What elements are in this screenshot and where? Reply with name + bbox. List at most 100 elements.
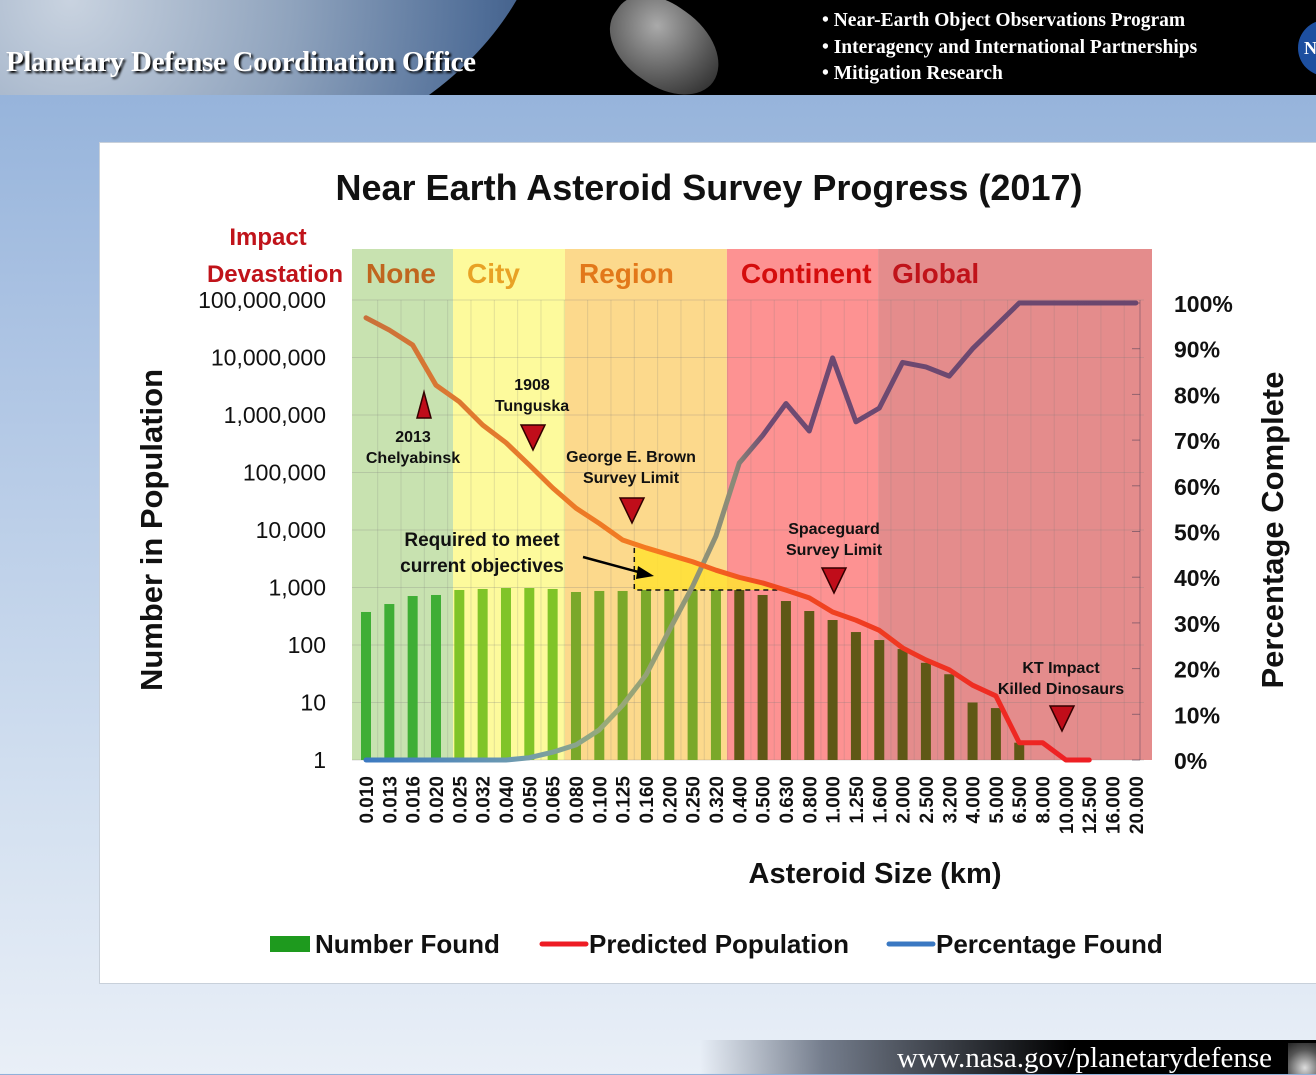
y2-tick-label: 40% — [1174, 565, 1220, 591]
y2-tick-label: 70% — [1174, 428, 1220, 454]
bar-number-found — [758, 595, 768, 760]
annotation-text: 1908 — [514, 377, 550, 394]
y2-tick-label: 0% — [1174, 748, 1207, 774]
x-tick-label: 0.032 — [474, 776, 495, 824]
x-tick-label: 1.000 — [824, 776, 845, 824]
x-tick-label: 4.000 — [964, 776, 985, 824]
legend-label: Number Found — [315, 929, 500, 959]
y-tick-label: 100,000 — [243, 460, 326, 486]
x-tick-label: 1.250 — [847, 776, 868, 824]
y2-tick-label: 60% — [1174, 474, 1220, 500]
y2-tick-label: 30% — [1174, 611, 1220, 637]
bar-number-found — [804, 611, 814, 760]
bar-number-found — [968, 703, 978, 761]
band-label-city: City — [467, 258, 520, 289]
x-tick-label: 0.010 — [357, 776, 378, 824]
annotation-text: Survey Limit — [786, 542, 883, 559]
x-tick-label: 12.500 — [1080, 776, 1101, 834]
x-tick-label: 3.200 — [940, 776, 961, 824]
x-tick-label: 8.000 — [1034, 776, 1055, 824]
impact-header-line1: Impact — [229, 224, 306, 251]
legend-label: Predicted Population — [589, 929, 849, 959]
bar-number-found — [524, 588, 534, 760]
y2-tick-label: 10% — [1174, 702, 1220, 728]
y-tick-label: 1,000 — [268, 575, 326, 601]
y-tick-label: 100,000,000 — [198, 287, 326, 313]
annotation-text: Spaceguard — [788, 521, 880, 538]
bar-number-found — [874, 640, 884, 760]
bar-number-found — [991, 708, 1001, 760]
x-tick-label: 0.200 — [660, 776, 681, 824]
bar-number-found — [431, 595, 441, 760]
impact-header-line2: Devastation — [207, 261, 343, 288]
bar-number-found — [781, 601, 791, 760]
y2-axis-label: Percentage Complete — [1255, 372, 1290, 689]
x-tick-label: 0.125 — [614, 776, 635, 824]
x-tick-label: 10.000 — [1057, 776, 1078, 834]
x-tick-label: 0.100 — [590, 776, 611, 824]
x-tick-label: 0.400 — [730, 776, 751, 824]
y-tick-label: 10,000 — [256, 517, 326, 543]
y-tick-label: 10 — [300, 690, 326, 716]
y-tick-label: 100 — [288, 632, 326, 658]
x-tick-label: 0.016 — [404, 776, 425, 824]
bar-number-found — [571, 592, 581, 760]
band-label-region: Region — [579, 258, 674, 289]
annotation-text: 2013 — [395, 429, 431, 446]
annotation-text: Killed Dinosaurs — [998, 681, 1124, 698]
bar-number-found — [711, 590, 721, 760]
footer-url[interactable]: www.nasa.gov/planetarydefense — [897, 1042, 1272, 1075]
annotation-text: KT Impact — [1022, 660, 1100, 677]
footer-thumbnail — [1288, 1043, 1316, 1074]
band-label-continent: Continent — [741, 258, 872, 289]
bar-number-found — [501, 588, 511, 760]
y2-tick-label: 20% — [1174, 657, 1220, 683]
y-tick-label: 10,000,000 — [211, 345, 326, 371]
x-tick-label: 0.160 — [637, 776, 658, 824]
x-tick-label: 0.320 — [707, 776, 728, 824]
legend-swatch-number-found — [270, 936, 310, 952]
bar-number-found — [664, 590, 674, 760]
x-tick-label: 0.630 — [777, 776, 798, 824]
y2-tick-label: 50% — [1174, 520, 1220, 546]
bar-number-found — [548, 589, 558, 760]
x-tick-label: 0.080 — [567, 776, 588, 824]
y-axis-label: Number in Population — [134, 369, 169, 691]
bar-number-found — [454, 590, 464, 760]
bar-number-found — [851, 632, 861, 760]
annotation-text: George E. Brown — [566, 449, 696, 466]
x-tick-label: 0.050 — [520, 776, 541, 824]
x-tick-label: 0.013 — [380, 776, 401, 824]
annotation-text: current objectives — [400, 556, 564, 577]
x-tick-label: 5.000 — [987, 776, 1008, 824]
x-axis-label: Asteroid Size (km) — [749, 858, 1002, 890]
bar-number-found — [734, 590, 744, 760]
x-tick-label: 0.500 — [754, 776, 775, 824]
bar-number-found — [384, 604, 394, 760]
bar-number-found — [688, 590, 698, 760]
y-tick-label: 1 — [313, 747, 326, 773]
annotation-text: Chelyabinsk — [366, 450, 460, 467]
bar-number-found — [618, 591, 628, 760]
bar-number-found — [1014, 743, 1024, 760]
x-tick-label: 1.600 — [870, 776, 891, 824]
y2-tick-label: 90% — [1174, 337, 1220, 363]
annotation-text: Survey Limit — [583, 470, 680, 487]
x-tick-label: 2.000 — [894, 776, 915, 824]
footer-bar: www.nasa.gov/planetarydefense — [700, 1040, 1316, 1074]
x-tick-label: 16.000 — [1104, 776, 1125, 834]
annotation-text: Required to meet — [404, 530, 560, 551]
bar-number-found — [361, 612, 371, 760]
bar-number-found — [944, 674, 954, 760]
bar-number-found — [408, 596, 418, 760]
bar-number-found — [478, 589, 488, 760]
bar-number-found — [828, 620, 838, 760]
bar-number-found — [898, 649, 908, 760]
x-tick-label: 0.800 — [800, 776, 821, 824]
x-tick-label: 2.500 — [917, 776, 938, 824]
y-tick-label: 1,000,000 — [224, 402, 326, 428]
annotation-text: Tunguska — [495, 398, 569, 415]
chart-title: Near Earth Asteroid Survey Progress (201… — [336, 167, 1083, 208]
